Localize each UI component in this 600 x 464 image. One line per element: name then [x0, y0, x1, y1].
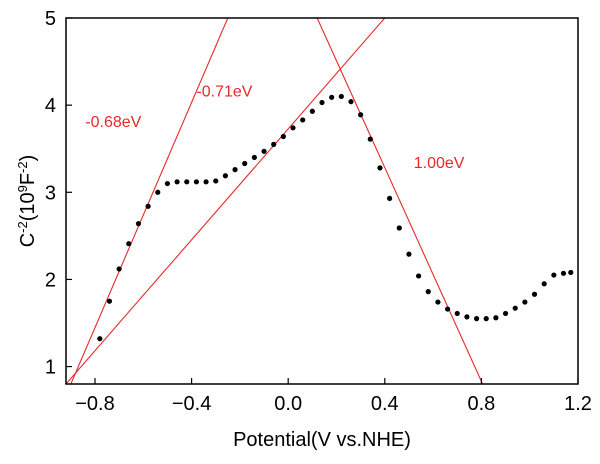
fit-line-3: [316, 18, 484, 384]
data-point: [174, 179, 180, 185]
data-point: [425, 289, 431, 295]
data-point: [522, 299, 528, 305]
data-point: [97, 336, 103, 342]
data-point: [261, 148, 267, 154]
data-point: [502, 310, 509, 317]
data-point: [338, 93, 344, 100]
data-point: [454, 310, 460, 317]
y-tick-label: 4: [45, 95, 56, 117]
y-tick-label: 2: [45, 269, 56, 291]
annotations-group: -0.68eV -0.71eV 1.00eV: [85, 83, 464, 171]
data-point: [222, 173, 228, 179]
y-tick-label: 3: [45, 182, 56, 204]
data-point: [358, 112, 364, 118]
annotation-label: -0.71eV: [196, 83, 252, 100]
data-point: [367, 136, 373, 142]
y-axis-title-exp3: -2: [15, 161, 30, 173]
data-point: [145, 203, 151, 209]
y-axis-title-end: ): [17, 155, 39, 162]
data-point: [406, 251, 412, 257]
y-axis-title-exp1: -2: [15, 221, 30, 233]
data-point: [290, 125, 296, 131]
data-point: [280, 133, 286, 140]
y-axis-title-base: C: [17, 233, 39, 247]
fit-line-1: [70, 18, 229, 384]
y-axis-title: C-2(109F-2): [15, 155, 40, 248]
data-point: [319, 99, 325, 106]
data-point: [464, 314, 470, 320]
data-point: [512, 305, 518, 311]
data-point: [541, 281, 547, 287]
data-points-group: [97, 93, 574, 342]
x-tick-label: −0.8: [75, 393, 114, 415]
data-point: [568, 269, 574, 276]
data-point: [155, 189, 161, 195]
data-point: [251, 154, 257, 161]
fit-line-2: [66, 18, 386, 384]
data-point: [232, 167, 238, 173]
data-point: [531, 291, 538, 297]
data-point: [184, 179, 190, 185]
x-tick-label: 0.0: [274, 393, 302, 415]
data-point: [416, 273, 422, 279]
data-point: [435, 299, 441, 305]
ticks-group: [66, 17, 579, 384]
data-point: [348, 99, 354, 105]
x-tick-labels-group: −0.8 −0.4 0.0 0.4 0.8 1.2: [75, 393, 592, 415]
annotation-label: -0.68eV: [85, 114, 141, 131]
y-tick-label: 1: [45, 357, 56, 379]
x-tick-label: 1.2: [564, 393, 592, 415]
data-point: [164, 180, 171, 187]
data-point: [377, 165, 383, 171]
annotation-label: 1.00eV: [414, 155, 465, 172]
x-tick-label: −0.4: [172, 393, 211, 415]
fit-lines-group: [66, 18, 484, 384]
x-tick-label: 0.4: [371, 393, 399, 415]
data-point: [473, 316, 480, 322]
data-point: [483, 316, 489, 322]
data-point: [309, 108, 315, 114]
plot-frame: [65, 17, 579, 385]
data-point: [271, 141, 277, 147]
y-axis-title-exp2: 9: [15, 185, 30, 192]
data-point: [135, 221, 142, 227]
data-point: [387, 195, 393, 201]
data-point: [106, 298, 113, 304]
data-point: [551, 272, 557, 278]
data-point: [560, 270, 567, 276]
data-point: [213, 178, 219, 184]
x-tick-label: 0.8: [467, 393, 495, 415]
y-axis-title-mid: (10: [17, 192, 39, 221]
data-point: [203, 179, 209, 185]
y-axis-title-mid2: F: [17, 173, 39, 185]
y-tick-labels-group: 1 2 3 4 5: [45, 8, 56, 379]
data-point: [444, 306, 451, 312]
x-axis-title: Potential(V vs.NHE): [233, 429, 411, 451]
data-point: [193, 179, 200, 185]
data-point: [126, 241, 132, 247]
data-point: [116, 266, 122, 272]
data-point: [493, 315, 499, 321]
data-point: [300, 117, 306, 123]
y-tick-label: 5: [45, 8, 56, 30]
data-point: [329, 94, 335, 100]
data-point: [242, 160, 248, 167]
data-point: [396, 225, 402, 231]
